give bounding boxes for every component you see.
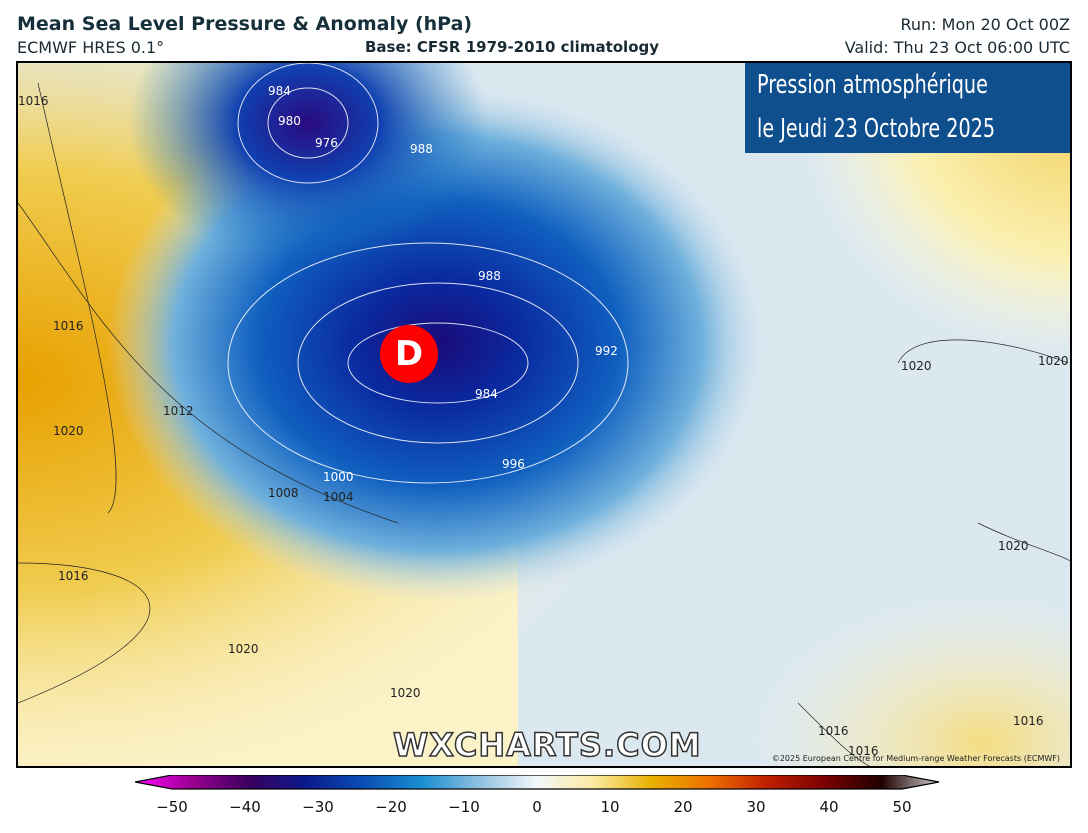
- isobar-label: 988: [410, 142, 433, 156]
- isobar-label: 1016: [818, 724, 849, 738]
- isobar-label: 1020: [901, 359, 932, 373]
- colorbar-tick-label: 50: [892, 798, 912, 816]
- isobar-label: 1020: [228, 642, 259, 656]
- isobar-label: 984: [475, 387, 498, 401]
- isobar-label: 1004: [323, 490, 354, 504]
- watermark: WXCHARTS.COM: [392, 725, 702, 765]
- banner-line-2: le Jeudi 23 Octobre 2025: [757, 114, 996, 144]
- isobar-label: 1016: [848, 744, 879, 758]
- isobar-label: 1016: [53, 319, 84, 333]
- valid-time: Valid: Thu 23 Oct 06:00 UTC: [844, 38, 1070, 57]
- isobar-label: 992: [595, 344, 618, 358]
- colorbar-tick-label: 40: [819, 798, 839, 816]
- isobar-label: 984: [268, 84, 291, 98]
- isobar-label: 1020: [390, 686, 421, 700]
- colorbar-tick-label: −50: [156, 798, 188, 816]
- colorbar-tick-label: −30: [302, 798, 334, 816]
- colorbar-tick-label: 20: [673, 798, 693, 816]
- isobar-label: 976: [315, 136, 338, 150]
- climatology-base: Base: CFSR 1979-2010 climatology: [365, 38, 660, 56]
- isobar-label: 988: [478, 269, 501, 283]
- isobar-label: 1000: [323, 470, 354, 484]
- colorbar-tick-label: 10: [600, 798, 620, 816]
- colorbar-tick-label: −10: [448, 798, 480, 816]
- isobar-label: 1020: [53, 424, 84, 438]
- pressure-anomaly-map: 984 980 976 988 988 992 984 996 1000 1004 1008 1012…: [16, 61, 1072, 768]
- isobar-label: 1020: [1038, 354, 1069, 368]
- anomaly-field: 984 980 976 988 988 992 984 996 1000 1004 1008 1012…: [18, 63, 1070, 766]
- colorbar-tick-label: −20: [375, 798, 407, 816]
- isobar-label: 996: [502, 457, 525, 471]
- colorbar-tick-label: 0: [532, 798, 542, 816]
- isobar-label: 1016: [58, 569, 89, 583]
- copyright: ©2025 European Centre for Medium-range W…: [771, 754, 1060, 763]
- isobar-label: 1008: [268, 486, 299, 500]
- low-pressure-marker: D: [380, 325, 438, 383]
- run-time: Run: Mon 20 Oct 00Z: [900, 15, 1071, 34]
- isobar-label: 1016: [18, 94, 49, 108]
- isobar-label: 980: [278, 114, 301, 128]
- colorbar-tick-label: −40: [229, 798, 261, 816]
- chart-title: Mean Sea Level Pressure & Anomaly (hPa): [17, 13, 473, 35]
- isobar-label: 1016: [1013, 714, 1044, 728]
- colorbar-tick-label: 30: [746, 798, 766, 816]
- banner-line-1: Pression atmosphérique: [757, 70, 988, 100]
- title-banner: Pression atmosphérique le Jeudi 23 Octob…: [745, 63, 1070, 153]
- isobar-label: 1020: [998, 539, 1029, 553]
- model-label: ECMWF HRES 0.1°: [17, 38, 165, 57]
- isobar-label: 1012: [163, 404, 194, 418]
- colorbar: [135, 775, 940, 790]
